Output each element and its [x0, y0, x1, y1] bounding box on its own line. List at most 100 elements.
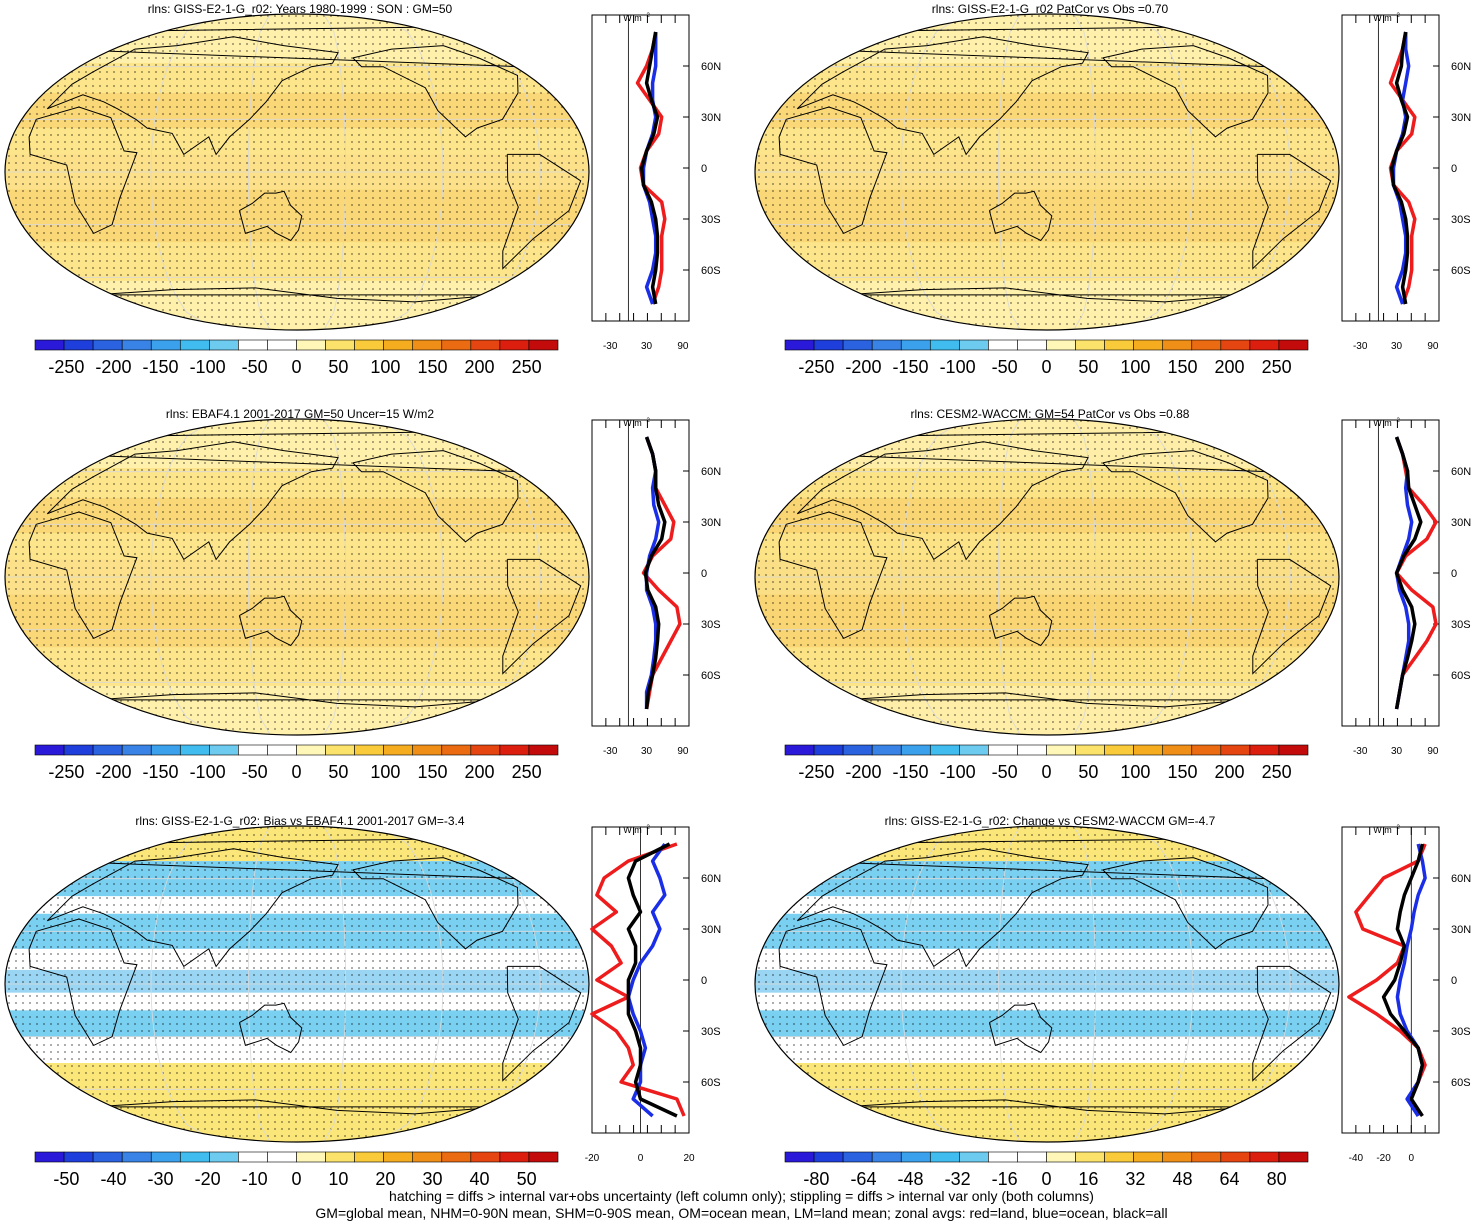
colorbar-label: 0: [291, 762, 301, 782]
colorbar-label: -200: [845, 762, 881, 782]
colorbar-swatch: [92, 1151, 123, 1163]
colorbar-label: 20: [375, 1169, 395, 1189]
colorbar-swatch: [179, 1151, 210, 1163]
colorbar-swatch: [179, 339, 210, 351]
colorbar-swatch: [1104, 1151, 1134, 1163]
colorbar-swatch: [354, 744, 384, 756]
zonal-unit-label: W m: [1373, 13, 1392, 23]
zonal-lat-label: 60S: [701, 670, 721, 682]
colorbar-label: -100: [940, 357, 976, 377]
zonal-lat-label: 0: [1451, 163, 1457, 175]
colorbar-label: 150: [417, 357, 447, 377]
zonal-lat-label: 30S: [701, 214, 721, 226]
colorbar-swatch: [528, 744, 559, 756]
colorbar-swatch: [842, 339, 873, 351]
colorbar-swatch: [63, 339, 94, 351]
colorbar-label: 30: [422, 1169, 442, 1189]
colorbar-swatch: [383, 339, 414, 351]
colorbar-label: 32: [1125, 1169, 1145, 1189]
colorbar-label: 48: [1172, 1169, 1192, 1189]
colorbar-swatch: [499, 1151, 530, 1163]
colorbar-label: -200: [845, 357, 881, 377]
zonal-xtick-label: -30: [1353, 746, 1368, 757]
colorbar-label: 50: [328, 357, 348, 377]
zonal-xtick-label: 90: [677, 341, 689, 352]
colorbar-label: -50: [242, 357, 268, 377]
colorbar-swatch: [412, 1151, 443, 1163]
colorbar-label: -20: [195, 1169, 221, 1189]
zonal-xtick-label: 30: [641, 341, 653, 352]
zonal-unit-superscript: 2: [1397, 13, 1401, 19]
map-p4: [755, 419, 1339, 735]
colorbar-label: -50: [992, 762, 1018, 782]
colorbar-swatch: [1249, 744, 1280, 756]
colorbar-swatch: [354, 1151, 384, 1163]
colorbar-swatch: [1220, 1151, 1251, 1163]
zonal-lat-label: 30N: [701, 112, 721, 124]
zonal-lat-label: 30S: [701, 1026, 721, 1038]
colorbar-swatch: [988, 339, 1018, 351]
zonal-lat-label: 60N: [701, 873, 721, 885]
colorbar-swatch: [929, 339, 960, 351]
colorbar-swatch: [238, 339, 268, 351]
colorbar-label: 100: [370, 357, 400, 377]
zonal-lat-label: 30N: [701, 517, 721, 529]
zonal-series-land: [590, 842, 686, 1117]
colorbar-swatch: [150, 339, 181, 351]
colorbar-swatch: [209, 1151, 239, 1163]
colorbar-label: 150: [1167, 357, 1197, 377]
colorbar-swatch: [92, 744, 123, 756]
panel-p5: -50 -40 -30 -20 -10 0 10 20 30 40 50 W m 2 -20 0 20 60N 3…: [4, 825, 721, 1189]
colorbar-swatch: [209, 744, 239, 756]
colorbar-swatch: [784, 744, 815, 756]
colorbar-label: -150: [143, 762, 179, 782]
zonal-xtick-label: -30: [1353, 341, 1368, 352]
colorbar-swatch: [1249, 1151, 1280, 1163]
zonal-xtick-label: 90: [1427, 341, 1439, 352]
colorbar-label: 0: [1041, 357, 1051, 377]
colorbar-swatch: [842, 744, 873, 756]
panel-title-p3: rlns: EBAF4.1 2001-2017 GM=50 Uncer=15 W…: [165, 407, 435, 421]
colorbar-swatch: [813, 339, 844, 351]
panel-p4: -250 -200 -150 -100 -50 0 50 100 150 200 250 W m 2 -3…: [754, 418, 1471, 782]
colorbar-swatch: [1220, 744, 1251, 756]
zonal-xtick-label: -20: [585, 1153, 600, 1164]
colorbar-swatch: [354, 339, 384, 351]
zonal-lat-label: 30N: [1451, 924, 1471, 936]
colorbar-swatch: [1162, 1151, 1193, 1163]
colorbar-label: -10: [242, 1169, 268, 1189]
map-p3: [5, 419, 589, 735]
colorbar-swatch: [900, 744, 931, 756]
colorbar-swatch: [1191, 744, 1222, 756]
colorbar-label: -250: [48, 762, 84, 782]
zonal-xtick-label: 20: [683, 1153, 695, 1164]
colorbar-swatch: [988, 744, 1018, 756]
colorbar-swatch: [209, 339, 239, 351]
zonal-xtick-label: 0: [638, 1153, 644, 1164]
zonal-series-all: [626, 842, 678, 1118]
colorbar-label: 64: [1220, 1169, 1240, 1189]
panel-p3: -250 -200 -150 -100 -50 0 50 100 150 200 250 W m 2 -3…: [4, 418, 721, 782]
zonal-xtick-label: -30: [603, 746, 618, 757]
zonal-series-all: [1381, 843, 1425, 1117]
colorbar-label: -16: [992, 1169, 1018, 1189]
zonal-xtick-label: 30: [641, 746, 653, 757]
colorbar-swatch: [267, 339, 297, 351]
footer-line-1: hatching = diffs > internal var+obs unce…: [389, 1188, 1094, 1204]
colorbar-swatch: [1075, 339, 1105, 351]
colorbar-swatch: [959, 339, 989, 351]
colorbar-swatch: [1046, 744, 1076, 756]
colorbar-swatch: [34, 1151, 65, 1163]
zonal-lat-label: 0: [701, 568, 707, 580]
colorbar-swatch: [1278, 744, 1309, 756]
colorbar-swatch: [988, 1151, 1018, 1163]
colorbar-label: 50: [1078, 357, 1098, 377]
colorbar-swatch: [813, 744, 844, 756]
panel-p1: -250 -200 -150 -100 -50 0 50 100 150 200 250 W m 2 -3…: [4, 13, 721, 377]
colorbar-label: 200: [1215, 357, 1245, 377]
zonal-unit-superscript: 2: [1397, 418, 1401, 424]
colorbar-swatch: [499, 339, 530, 351]
colorbar-label: 10: [328, 1169, 348, 1189]
colorbar-swatch: [267, 1151, 297, 1163]
zonal-lat-label: 60S: [1451, 670, 1471, 682]
